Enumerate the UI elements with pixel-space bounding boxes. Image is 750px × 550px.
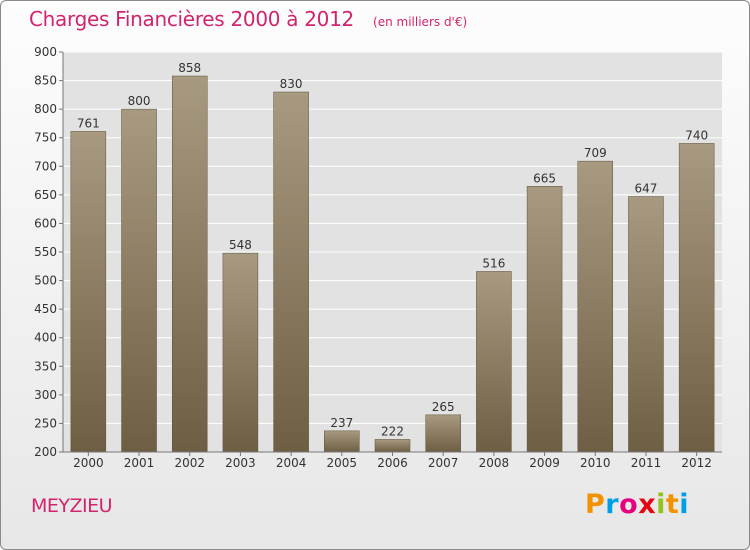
y-tick-label: 350 [34, 359, 57, 373]
x-tick-label: 2005 [327, 456, 358, 470]
data-label: 709 [584, 146, 607, 160]
y-tick-label: 900 [34, 45, 57, 59]
x-tick-label: 2004 [276, 456, 307, 470]
chart-title: Charges Financières 2000 à 2012 [29, 7, 354, 31]
data-label: 647 [635, 182, 658, 196]
brand-letter: i [679, 489, 690, 520]
y-tick-label: 500 [34, 274, 57, 288]
chart-subtitle: (en milliers d'€) [373, 15, 468, 29]
y-tick-label: 600 [34, 216, 57, 230]
x-tick-label: 2009 [529, 456, 560, 470]
x-tick-label: 2000 [73, 456, 104, 470]
brand-letter: x [638, 489, 657, 520]
bar-2003 [222, 252, 259, 453]
x-tick-label: 2002 [174, 456, 205, 470]
x-tick-label: 2011 [631, 456, 662, 470]
data-label: 800 [128, 94, 151, 108]
y-tick-label: 300 [34, 388, 57, 402]
y-tick-label: 700 [34, 159, 57, 173]
y-tick-label: 550 [34, 245, 57, 259]
data-label: 740 [685, 128, 708, 142]
bar-2012 [678, 143, 715, 453]
bar-2011 [628, 196, 664, 453]
data-label: 237 [330, 416, 353, 430]
y-tick-label: 250 [34, 416, 57, 430]
brand-letter: i [656, 489, 666, 520]
y-tick-label: 850 [34, 74, 57, 88]
x-tick-label: 2003 [225, 456, 256, 470]
brand-letter: r [605, 489, 620, 520]
y-tick-label: 800 [34, 102, 57, 116]
data-label: 830 [280, 77, 303, 91]
brand-logo: Proxiti [585, 489, 689, 520]
bar-2005 [324, 430, 360, 453]
bar-2010 [577, 160, 614, 453]
bar-2000 [70, 131, 107, 453]
data-label: 548 [229, 238, 252, 252]
bar-2009 [526, 186, 563, 453]
x-axis: 2000 2001 2002 2003 2004 2005 2006 2007 2008 2009… [63, 451, 722, 470]
x-tick-label: 2008 [479, 456, 510, 470]
city-label: MEYZIEU [31, 495, 113, 517]
x-tick-label: 2001 [124, 456, 155, 470]
data-label: 761 [77, 116, 100, 130]
y-tick-label: 450 [34, 302, 57, 316]
data-label: 516 [482, 256, 505, 270]
x-tick-label: 2012 [681, 456, 712, 470]
bar-2006 [374, 439, 411, 453]
bar-2007 [425, 414, 461, 453]
y-tick-label: 650 [34, 188, 57, 202]
x-tick-label: 2006 [377, 456, 408, 470]
chart-title-block: Charges Financières 2000 à 2012 (en mill… [29, 7, 467, 31]
y-axis: 200 250 300 350 400 450 500 550 600 650 700 750 800 8… [34, 45, 64, 459]
data-label: 858 [178, 61, 201, 75]
y-tick-label: 400 [34, 331, 57, 345]
data-label: 265 [432, 400, 455, 414]
data-label: 222 [381, 424, 404, 438]
bar-2004 [273, 91, 309, 453]
bar-2001 [121, 108, 157, 453]
brand-letter: P [585, 489, 606, 520]
x-tick-label: 2007 [428, 456, 459, 470]
brand-letter: t [665, 489, 680, 520]
bar-2008 [476, 271, 512, 453]
bar-2002 [171, 75, 208, 453]
y-tick-label: 200 [34, 445, 57, 459]
x-tick-label: 2010 [580, 456, 611, 470]
y-tick-label: 750 [34, 131, 57, 145]
data-label: 665 [533, 171, 556, 185]
bars: 761 800 858 548 830 237 222 265 516 665 709 647 740 [70, 61, 715, 453]
brand-letter: o [619, 489, 639, 520]
